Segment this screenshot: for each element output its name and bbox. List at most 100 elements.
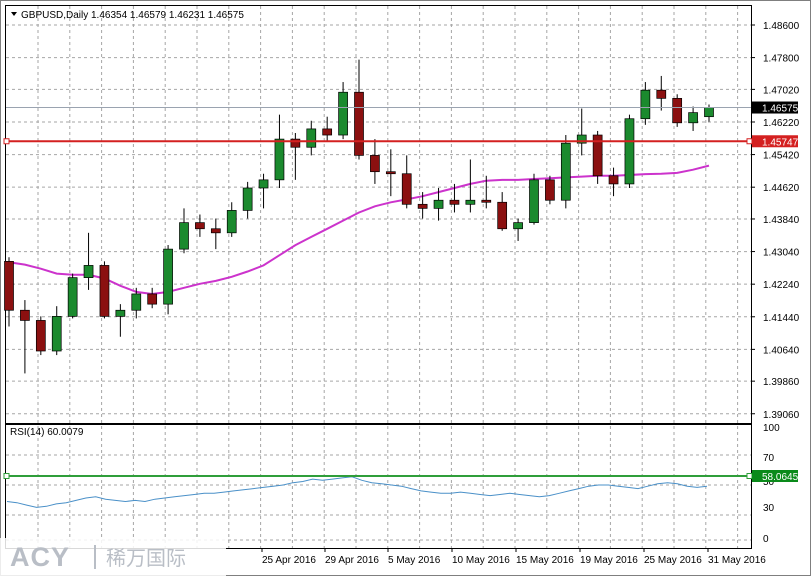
bull-candle-body bbox=[624, 118, 635, 185]
bull-candle-body bbox=[576, 134, 587, 144]
bear-candle-body bbox=[99, 265, 110, 317]
bull-candle-body bbox=[258, 179, 269, 189]
candle bbox=[370, 139, 380, 184]
bear-candle-body bbox=[417, 203, 428, 209]
price-tick-label: 1.46220 bbox=[763, 118, 800, 129]
watermark-chinese: 稀万国际 bbox=[106, 546, 186, 570]
candle bbox=[529, 173, 539, 225]
bear-candle-body bbox=[4, 261, 14, 311]
candle bbox=[624, 114, 635, 188]
rsi-line bbox=[6, 476, 708, 508]
rsi-indicator: 100 70 50 30 0 58.0645 bbox=[3, 423, 799, 545]
bear-candle-body bbox=[35, 320, 46, 352]
candle bbox=[131, 287, 142, 319]
bear-candle-body bbox=[195, 222, 205, 230]
time-tick-label: 15 May 2016 bbox=[516, 555, 574, 566]
time-tick-label: 10 May 2016 bbox=[452, 555, 510, 566]
symbol-label: GBPUSD,Daily bbox=[21, 10, 88, 21]
bull-candle-body bbox=[51, 316, 62, 352]
candle bbox=[545, 175, 555, 205]
bull-candle-body bbox=[560, 142, 571, 201]
bear-candle-body bbox=[385, 171, 396, 175]
bull-candle-body bbox=[640, 89, 651, 120]
ohlc-values: 1.46354 1.46579 1.46231 1.46575 bbox=[91, 10, 244, 21]
price-tick-label: 1.47020 bbox=[763, 85, 800, 96]
candle bbox=[210, 218, 221, 250]
candle bbox=[608, 167, 619, 197]
time-tick-label: 25 Apr 2016 bbox=[262, 555, 316, 566]
bear-candle-body bbox=[20, 309, 30, 321]
rsi-panel-border bbox=[5, 424, 752, 549]
bull-candle-body bbox=[242, 187, 253, 211]
time-tick-label: 25 May 2016 bbox=[644, 555, 702, 566]
candle bbox=[385, 149, 396, 197]
candle bbox=[147, 287, 158, 309]
support-line-handle-right bbox=[746, 138, 753, 145]
hline-price-label: 1.45747 bbox=[762, 137, 799, 148]
price-tick-label: 1.43840 bbox=[763, 215, 800, 226]
bull-candle-body bbox=[433, 199, 444, 209]
dropdown-triangle-icon[interactable] bbox=[11, 12, 17, 16]
bull-candle-body bbox=[226, 210, 237, 234]
candle bbox=[99, 261, 110, 319]
candle bbox=[560, 135, 571, 209]
candle bbox=[576, 108, 587, 156]
hline-price-box bbox=[752, 135, 798, 148]
candle bbox=[83, 232, 94, 290]
bear-candle-body bbox=[545, 179, 555, 201]
bull-candle-body bbox=[704, 107, 714, 118]
bull-candle-body bbox=[83, 265, 94, 278]
bull-candle-body bbox=[465, 199, 476, 205]
bull-candle-body bbox=[179, 222, 189, 250]
price-tick-label: 1.39860 bbox=[763, 377, 800, 388]
bear-candle-body bbox=[449, 199, 460, 205]
bear-candle-body bbox=[656, 89, 667, 99]
time-tick-label: 29 Apr 2016 bbox=[325, 555, 379, 566]
rsi-label: RSI(14) 60.0079 bbox=[10, 427, 84, 438]
candle bbox=[433, 188, 444, 221]
candle bbox=[465, 159, 476, 213]
candle bbox=[242, 181, 253, 219]
rsi-scale-label: 30 bbox=[763, 503, 775, 514]
bear-candle-body bbox=[608, 175, 619, 185]
candle bbox=[322, 116, 333, 142]
bull-candle-body bbox=[115, 309, 126, 317]
time-tick-label: 31 May 2016 bbox=[708, 555, 766, 566]
price-panel-border bbox=[5, 5, 752, 424]
candle bbox=[51, 306, 62, 356]
bear-candle-body bbox=[497, 201, 508, 230]
bear-candle-body bbox=[147, 293, 158, 305]
price-tick-label: 1.39060 bbox=[763, 410, 800, 421]
candle bbox=[672, 94, 683, 127]
time-axis: 25 Apr 2016 29 Apr 2016 5 May 2016 10 May 2… bbox=[261, 548, 766, 566]
price-tick-label: 1.41440 bbox=[763, 313, 800, 324]
time-tick-label: 5 May 2016 bbox=[388, 555, 441, 566]
price-tick-label: 1.44620 bbox=[763, 183, 800, 194]
bull-candle-body bbox=[163, 248, 173, 305]
bear-candle-body bbox=[370, 155, 380, 173]
candle bbox=[258, 173, 269, 209]
candle bbox=[513, 218, 523, 241]
candle bbox=[4, 257, 14, 327]
candle bbox=[179, 208, 189, 254]
candles bbox=[4, 59, 714, 374]
candle bbox=[115, 304, 126, 337]
watermark-divider bbox=[94, 545, 96, 569]
acy-watermark: ACY 稀万国际 bbox=[0, 538, 226, 576]
candle bbox=[401, 155, 412, 209]
candle bbox=[497, 192, 508, 231]
price-tick-label: 1.45420 bbox=[763, 151, 800, 162]
rsi-scale-label: 100 bbox=[763, 423, 780, 434]
candle bbox=[67, 273, 78, 319]
support-line-handle-left bbox=[3, 138, 10, 145]
candle bbox=[417, 192, 428, 219]
rsi-level-box bbox=[752, 470, 798, 482]
candle bbox=[449, 183, 460, 213]
bull-candle-body bbox=[67, 277, 78, 317]
price-tick-label: 1.40640 bbox=[763, 345, 800, 356]
candle bbox=[306, 120, 317, 156]
bull-candle-body bbox=[529, 179, 539, 223]
